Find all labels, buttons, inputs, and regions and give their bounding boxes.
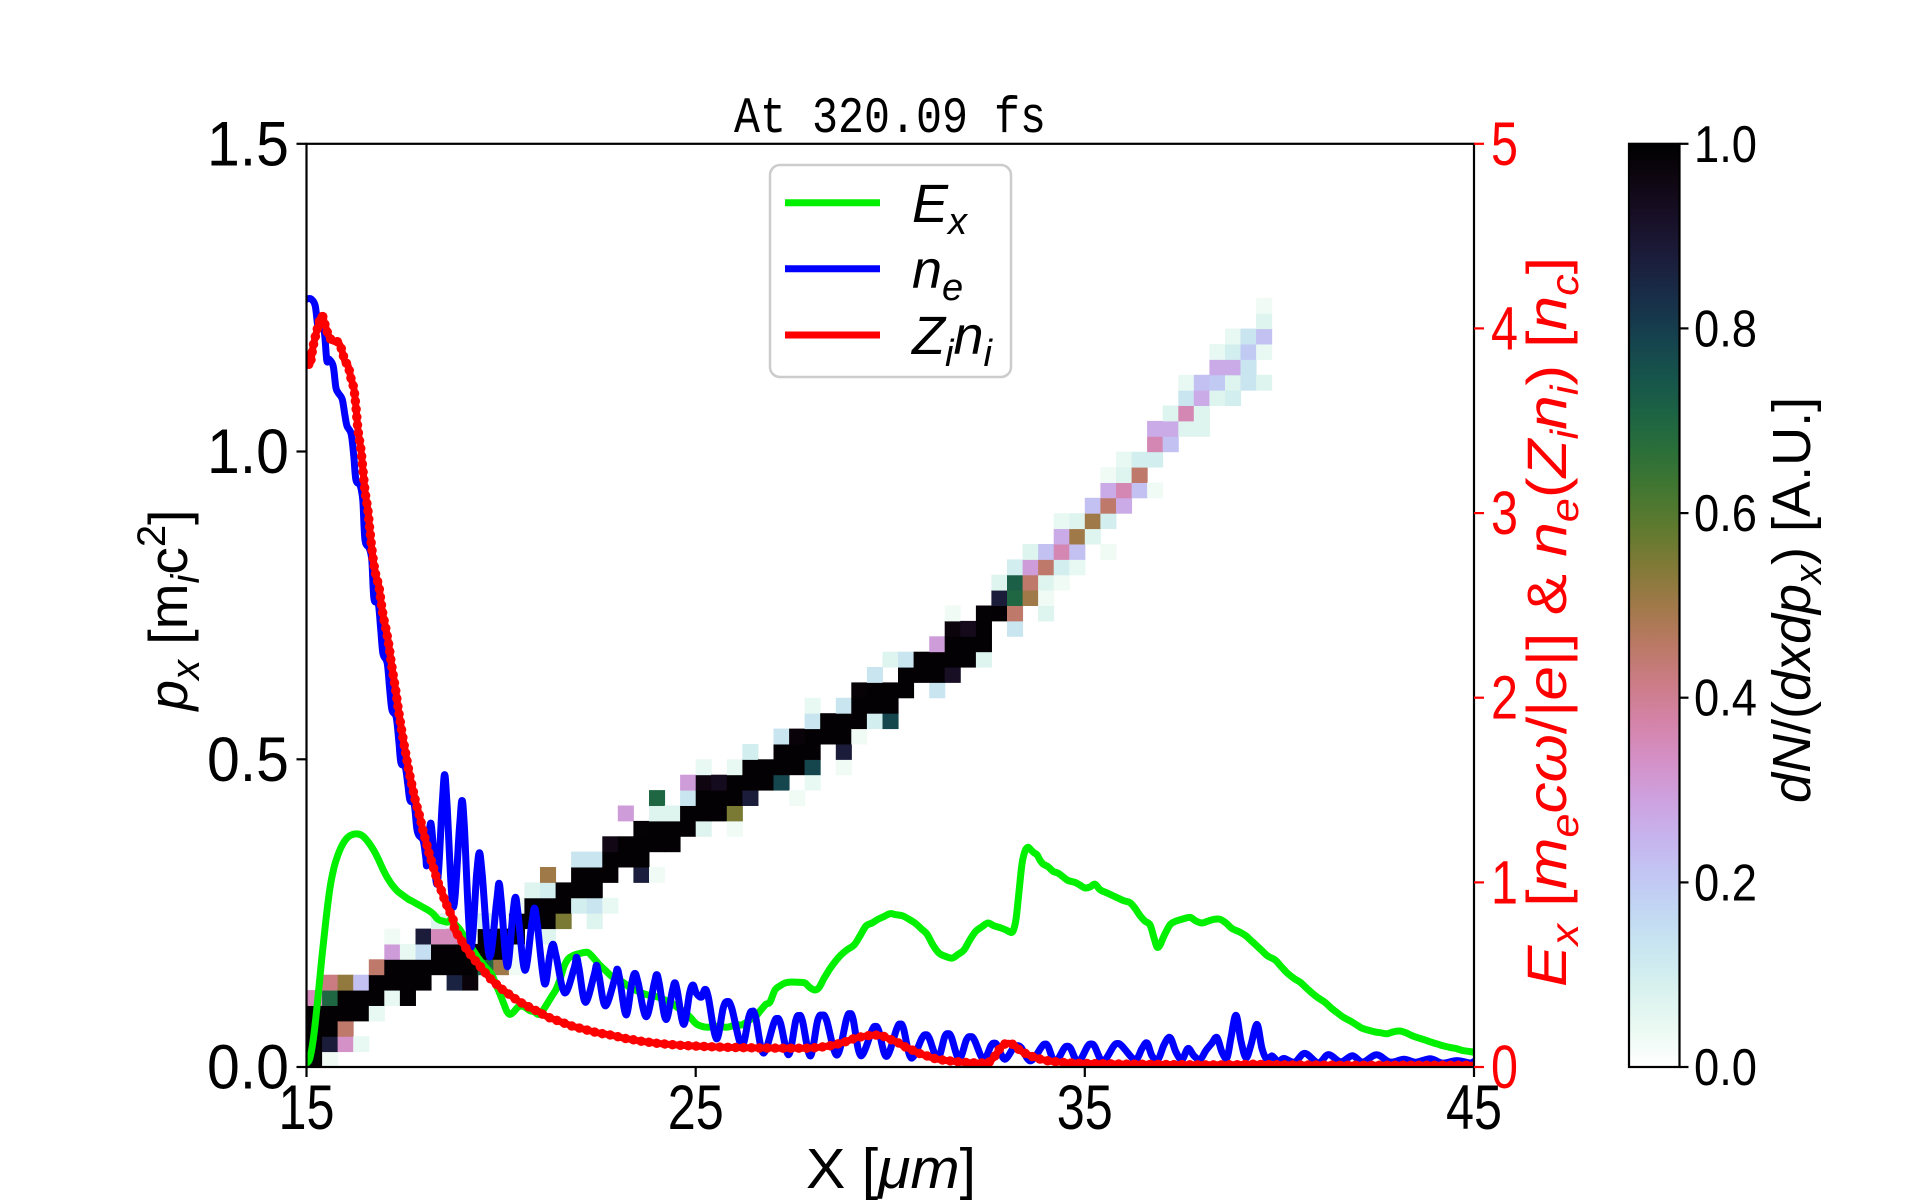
svg-text:0.5: 0.5 [207,725,289,795]
svg-text:35: 35 [1057,1073,1113,1143]
svg-text:0.2: 0.2 [1694,854,1757,912]
svg-text:1.0: 1.0 [207,417,289,487]
svg-text:1.5: 1.5 [207,109,289,179]
svg-text:1.0: 1.0 [1694,116,1757,174]
svg-text:px [mic2]: px [mic2] [130,510,208,713]
svg-text:Ex: Ex [912,174,969,243]
svg-text:dN/(dxdpx) [A.U.]: dN/(dxdpx) [A.U.] [1762,397,1830,803]
svg-text:0.0: 0.0 [1694,1039,1757,1097]
svg-text:1: 1 [1491,848,1518,916]
svg-text:ne: ne [912,240,963,309]
svg-text:15: 15 [279,1073,335,1143]
svg-text:0.0: 0.0 [207,1033,289,1103]
svg-text:Ex [mecω/|e|] & ne(Zini) [nc]: Ex [mecω/|e|] & ne(Zini) [nc] [1515,257,1587,987]
svg-text:3: 3 [1491,479,1518,547]
svg-text:25: 25 [668,1073,724,1143]
svg-text:4: 4 [1491,294,1518,362]
svg-text:Zini: Zini [910,306,994,375]
svg-text:0.4: 0.4 [1694,670,1757,728]
svg-text:At 320.09 fs: At 320.09 fs [734,91,1046,148]
svg-text:0.8: 0.8 [1694,300,1757,358]
svg-text:X [μm]: X [μm] [806,1137,976,1200]
svg-text:0: 0 [1491,1033,1518,1101]
svg-text:0.6: 0.6 [1694,485,1757,543]
svg-text:2: 2 [1491,664,1518,732]
svg-text:45: 45 [1446,1073,1502,1143]
svg-text:5: 5 [1491,110,1518,178]
